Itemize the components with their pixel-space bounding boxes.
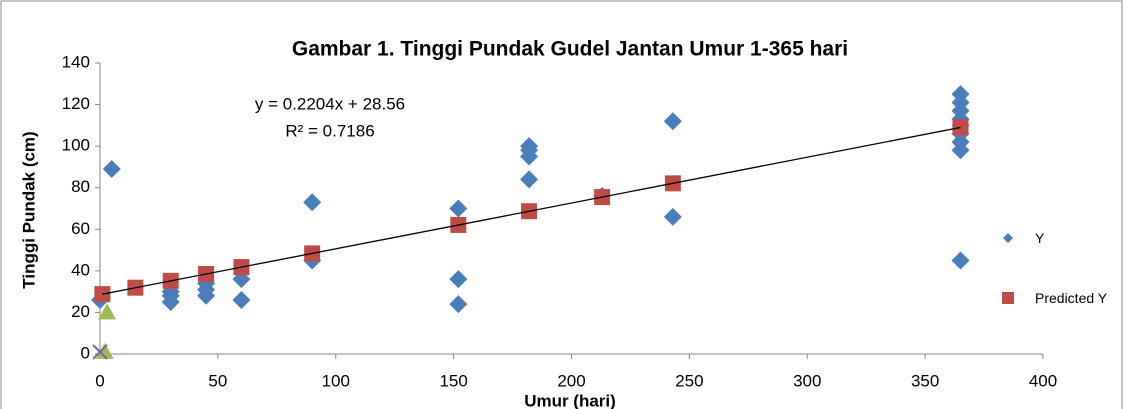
diamond-point: [951, 251, 970, 270]
y-tick-label: 120: [62, 94, 90, 113]
y-tick-label: 40: [71, 260, 90, 279]
diamond-point: [449, 295, 468, 314]
diamond-point: [449, 270, 468, 289]
y-tick-label: 80: [71, 177, 90, 196]
trend-line: [102, 126, 961, 295]
diamond-point: [951, 85, 970, 104]
x-tick-label: 50: [208, 371, 227, 390]
diamond-point: [449, 199, 468, 218]
legend-label: Y: [1035, 230, 1045, 246]
x-tick-label: 250: [675, 371, 703, 390]
y-tick-label: 0: [81, 343, 90, 362]
x-tick-label: 400: [1029, 371, 1057, 390]
y-tick-label: 60: [71, 219, 90, 238]
diamond-point: [520, 170, 539, 189]
x-tick-label: 200: [557, 371, 585, 390]
x-tick-label: 350: [911, 371, 939, 390]
x-tick-label: 300: [793, 371, 821, 390]
triangle-point: [95, 342, 114, 359]
x-tick-label: 0: [95, 371, 104, 390]
y-axis-label: Tinggi Pundak (cm): [19, 131, 38, 288]
diamond-point: [102, 160, 121, 179]
x-tick-label: 100: [322, 371, 350, 390]
y-tick-label: 140: [62, 52, 90, 71]
y-tick-label: 100: [62, 136, 90, 155]
x-axis-label: Umur (hari): [524, 391, 616, 409]
diamond-point: [303, 193, 322, 212]
diamond-point: [663, 112, 682, 131]
triangle-point: [98, 303, 117, 320]
y-tick-label: 20: [71, 302, 90, 321]
x-point: [92, 344, 108, 360]
chart-title: Gambar 1. Tinggi Pundak Gudel Jantan Umu…: [292, 38, 848, 61]
diamond-point: [663, 207, 682, 226]
r-squared: R² = 0.7186: [285, 121, 374, 140]
legend-marker: [1002, 292, 1014, 304]
legend-label: Predicted Y: [1035, 290, 1108, 306]
diamond-point: [232, 290, 251, 309]
trend-equation: y = 0.2204x + 28.56: [255, 94, 405, 113]
diamond-point: [520, 137, 539, 156]
x-tick-label: 150: [439, 371, 467, 390]
legend-marker: [1003, 233, 1013, 243]
